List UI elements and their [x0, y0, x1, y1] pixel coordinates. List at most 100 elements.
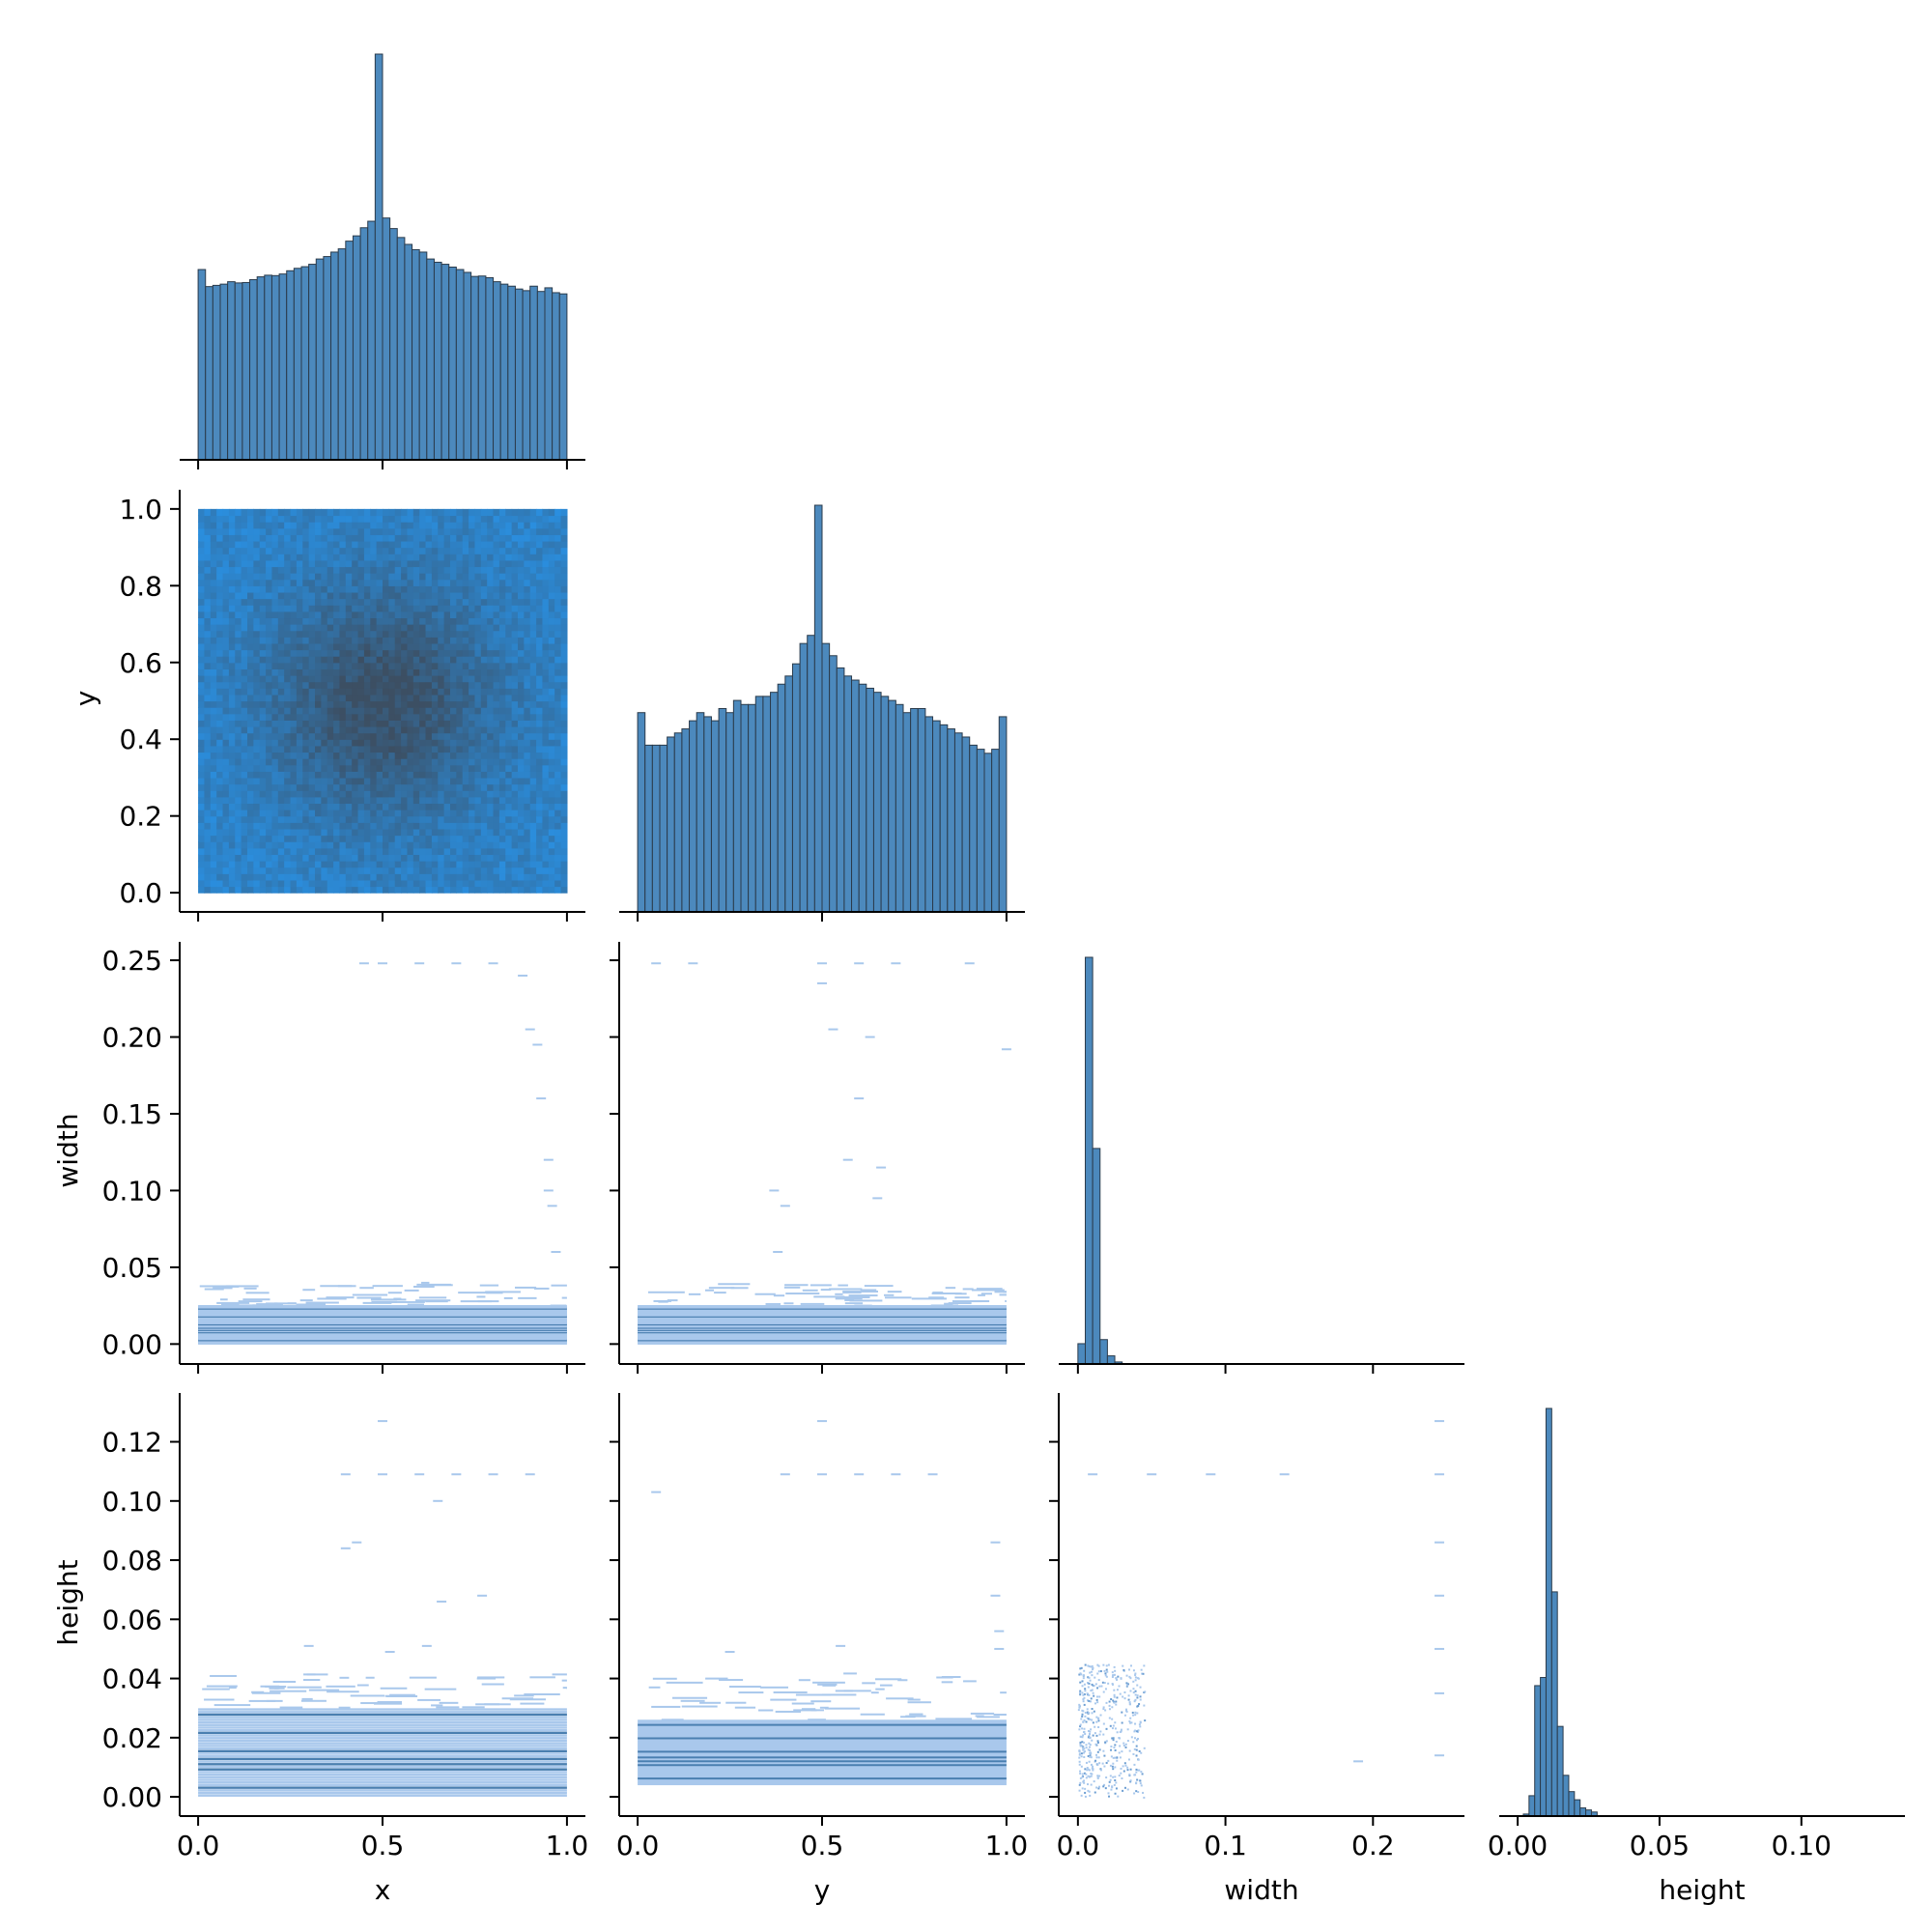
hist2d-cell [302, 1289, 316, 1292]
heatmap-cell [247, 835, 254, 842]
heatmap-cell [352, 681, 359, 689]
heatmap-cell [216, 527, 224, 535]
heatmap-cell [247, 745, 254, 753]
heatmap-cell [345, 540, 353, 549]
heatmap-cell [266, 790, 273, 798]
heatmap-cell [401, 688, 409, 696]
heatmap-cell [450, 815, 457, 823]
heatmap-cell [228, 649, 236, 657]
heatmap-cell [357, 662, 365, 669]
heatmap-cell [487, 649, 495, 657]
heatmap-cell [198, 707, 206, 715]
heatmap-cell [228, 579, 236, 586]
heatmap-cell [536, 796, 544, 805]
heatmap-cell [529, 713, 537, 721]
heatmap-cell [345, 688, 353, 696]
heatmap-cell [401, 566, 409, 574]
heatmap-cell [438, 886, 445, 894]
heatmap-cell [401, 611, 409, 619]
heatmap-cell [394, 637, 402, 644]
heatmap-cell [241, 668, 248, 676]
heatmap-cell [560, 688, 568, 696]
heatmap-cell [333, 540, 341, 549]
heatmap-cell [431, 764, 439, 772]
heatmap-cell [388, 707, 396, 715]
heatmap-cell [370, 725, 378, 734]
heatmap-cell [554, 573, 562, 581]
heatmap-cell [357, 835, 365, 842]
hist2d-cell [812, 1681, 845, 1684]
heatmap-cell [554, 854, 562, 862]
heatmap-cell [394, 508, 402, 517]
heatmap-cell [222, 611, 230, 619]
heatmap-cell [438, 707, 445, 715]
heatmap-cell [296, 841, 303, 849]
hist2d-cell [251, 1690, 265, 1693]
heatmap-cell [198, 573, 206, 581]
heatmap-cell [388, 745, 396, 753]
heatmap-cell [241, 815, 248, 823]
hist-bar [807, 635, 815, 913]
heatmap-cell [474, 573, 482, 581]
heatmap-cell [450, 720, 457, 727]
heatmap-cell [352, 675, 359, 683]
heatmap-cell [345, 815, 353, 823]
heatmap-cell [407, 803, 414, 810]
heatmap-cell [462, 707, 469, 715]
heatmap-cell [333, 828, 341, 837]
heatmap-cell [259, 879, 267, 888]
heatmap-cell [529, 720, 537, 727]
heatmap-cell [198, 662, 206, 669]
heatmap-cell [529, 815, 537, 823]
heatmap-cell [438, 675, 445, 683]
hist2d-band [638, 1735, 1007, 1738]
hist-bar [359, 227, 369, 461]
heatmap-cell [266, 688, 273, 696]
heatmap-cell [259, 803, 267, 810]
heatmap-cell [204, 527, 212, 535]
heatmap-cell [388, 611, 396, 619]
heatmap-cell [277, 739, 285, 747]
heatmap-cell [438, 642, 445, 651]
heatmap-cell [247, 790, 254, 798]
heatmap-cell [383, 508, 389, 517]
hist-bar [455, 269, 465, 461]
heatmap-cell [271, 688, 279, 696]
hist-bar [396, 237, 406, 461]
heatmap-cell [518, 720, 525, 727]
heatmap-cell [284, 796, 292, 805]
heatmap-cell [425, 725, 433, 734]
heatmap-cell [524, 566, 531, 574]
heatmap-cell [474, 713, 482, 721]
hist2d-cell [874, 1678, 902, 1681]
hist2d-cell [1111, 1727, 1114, 1730]
heatmap-cell [518, 547, 525, 554]
hist2d-cell [1142, 1791, 1145, 1794]
heatmap-cell [333, 527, 341, 535]
heatmap-cell [241, 828, 248, 837]
heatmap-cell [345, 591, 353, 600]
heatmap-cell [474, 810, 482, 817]
heatmap-cell [363, 688, 371, 696]
hist-bar [412, 248, 420, 461]
heatmap-cell [204, 630, 212, 638]
heatmap-cell [308, 752, 316, 759]
hist2d-cell [1108, 1795, 1111, 1798]
hist2d-cell [1114, 1766, 1117, 1769]
heatmap-cell [443, 771, 451, 779]
heatmap-cell [456, 585, 464, 593]
heatmap-cell [204, 739, 212, 747]
heatmap-cell [412, 796, 420, 805]
hist2d-cell [561, 1679, 567, 1682]
heatmap-cell [560, 624, 568, 632]
heatmap-cell [284, 861, 292, 868]
heatmap-cell [259, 656, 267, 664]
heatmap-cell [431, 725, 439, 734]
heatmap-cell [204, 815, 212, 823]
heatmap-cell [431, 624, 439, 632]
heatmap-cell [345, 508, 353, 517]
heatmap-cell [247, 668, 254, 676]
heatmap-cell [345, 828, 353, 837]
hist2d-cell [1123, 1762, 1126, 1765]
heatmap-cell [493, 630, 500, 638]
